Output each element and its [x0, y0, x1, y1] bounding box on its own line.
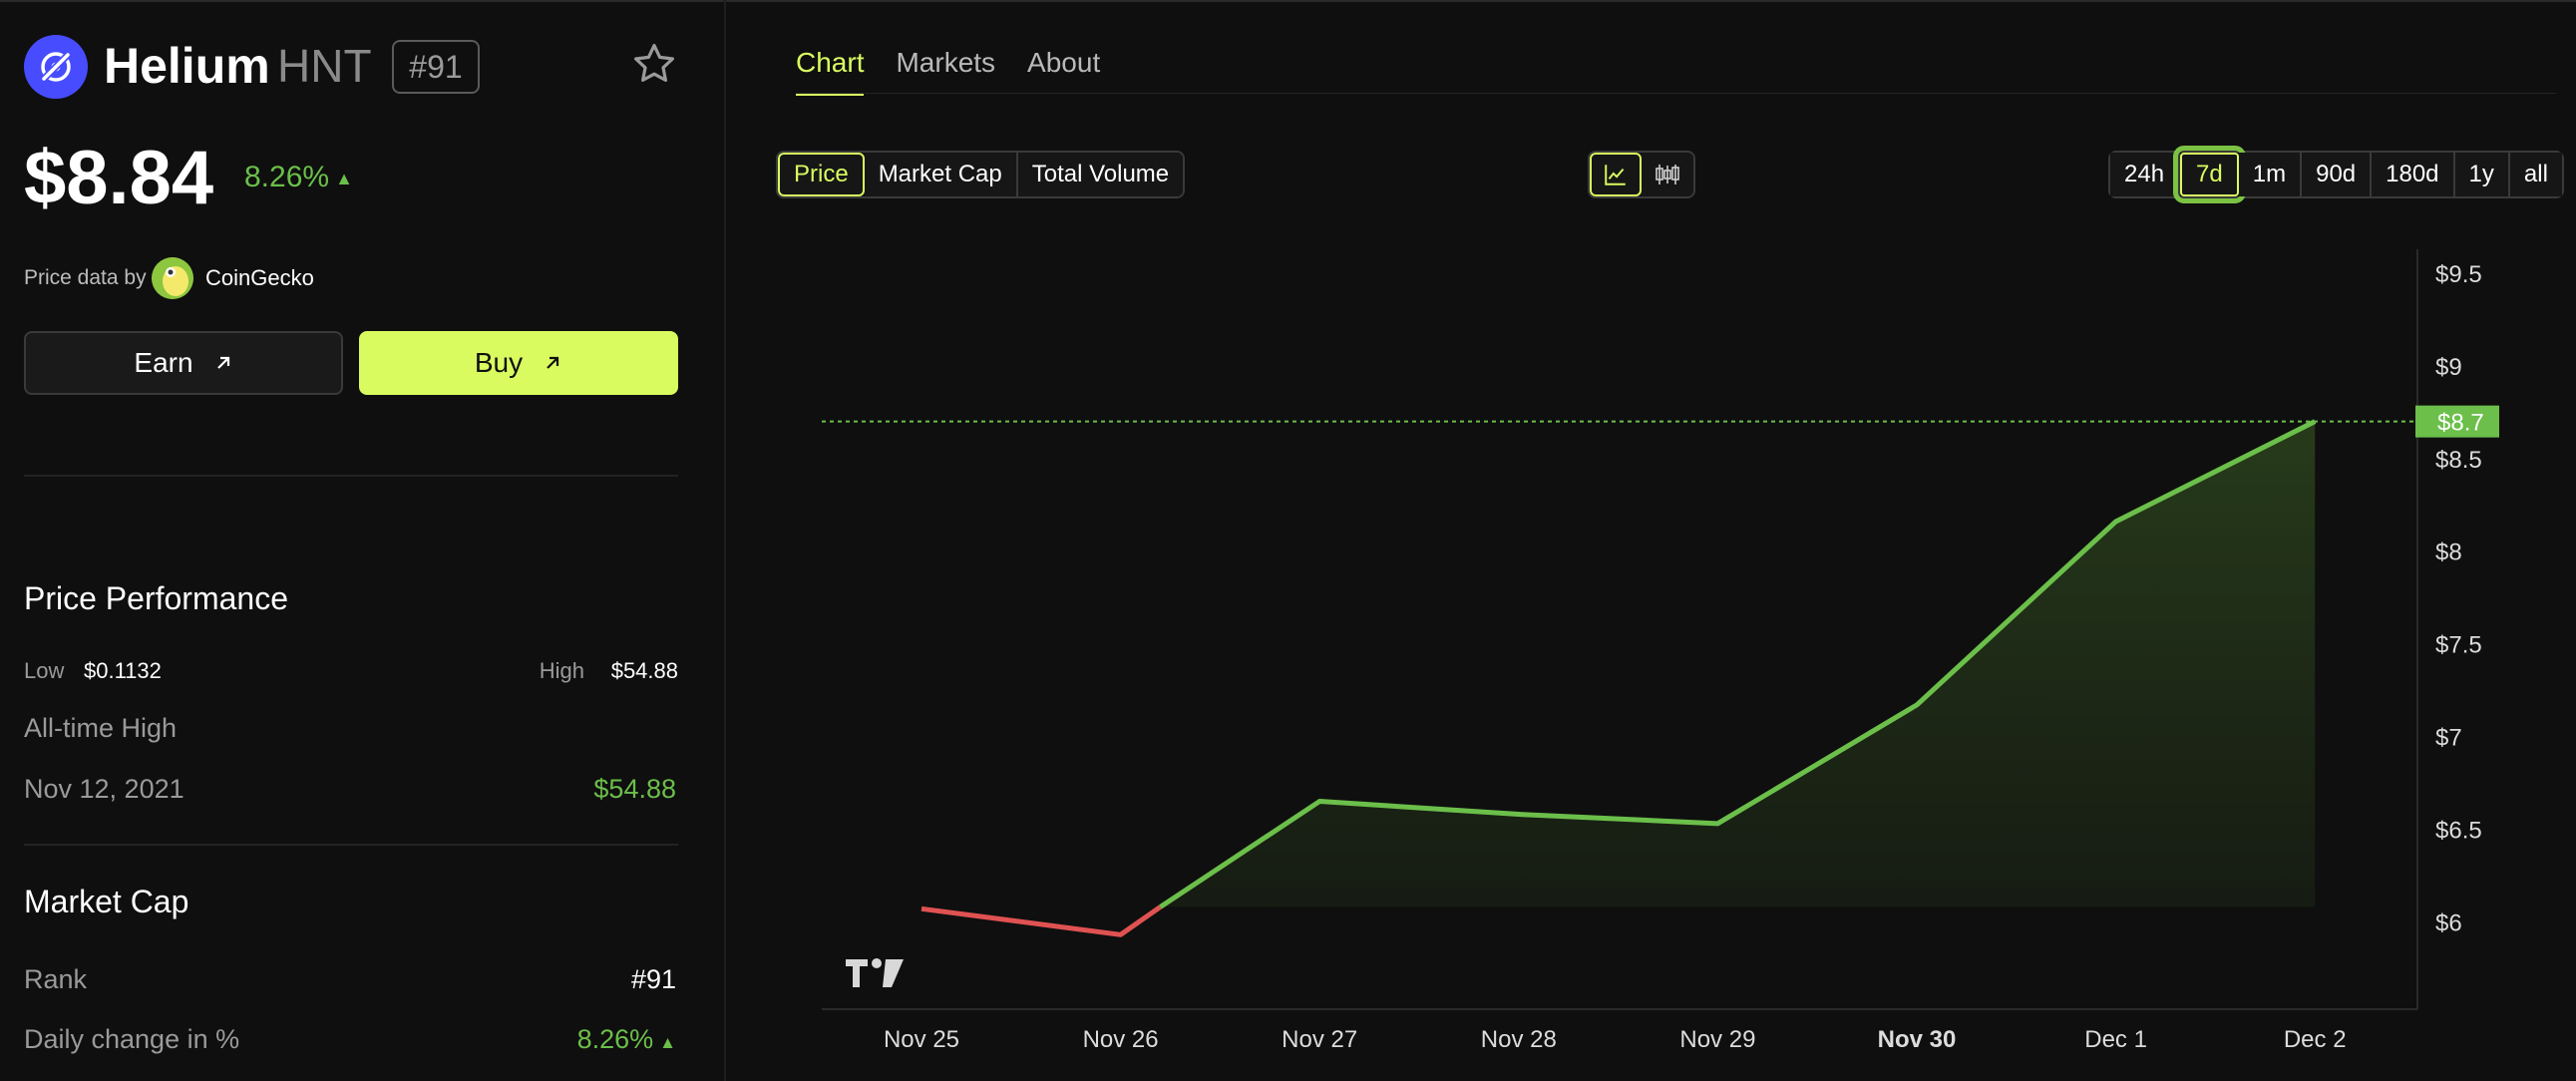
external-arrow-icon	[547, 356, 559, 369]
low-label: Low	[24, 658, 65, 683]
rank-label: Rank	[24, 964, 88, 994]
y-tick-label: $7	[2435, 725, 2462, 752]
range-1m[interactable]: 1m	[2238, 153, 2303, 196]
price-line-up	[1159, 419, 2317, 909]
tab-markets[interactable]: Markets	[896, 47, 996, 78]
earn-button-label: Earn	[134, 347, 193, 378]
x-tick-label: Nov 29	[1679, 1026, 1755, 1053]
market-cap-title: Market Cap	[24, 884, 189, 919]
helium-logo-icon	[24, 35, 88, 99]
coin-summary-panel: Helium HNT #91 $8.84 8.26% ▲ Price data b…	[0, 0, 726, 1081]
line-chart-icon[interactable]	[1590, 153, 1642, 196]
y-tick-label: $8.5	[2435, 447, 2482, 474]
daily-change-value: 8.26% ▲	[577, 1021, 676, 1061]
range-all[interactable]: all	[2509, 153, 2562, 196]
buy-button[interactable]: Buy	[359, 331, 678, 395]
tab-chart[interactable]: Chart	[796, 46, 865, 96]
price-chart[interactable]: $9.5 $9 $8.5 $8 $7.5 $7 $6.5 $6 $8.7 Nov 25 Nov 26…	[818, 249, 2576, 1081]
y-tick-label: $9	[2435, 354, 2462, 381]
metric-market-cap[interactable]: Market Cap	[864, 153, 1018, 196]
metric-selector: Price Market Cap Total Volume	[776, 151, 1186, 198]
price-area-fill	[1160, 421, 2316, 907]
divider	[24, 844, 678, 846]
y-tick-label: $6.5	[2435, 817, 2482, 844]
price-change: 8.26% ▲	[244, 158, 353, 198]
up-arrow-icon: ▲	[335, 169, 353, 189]
x-tick-label: Nov 26	[1083, 1026, 1159, 1053]
earn-button[interactable]: Earn	[24, 331, 343, 395]
tab-about[interactable]: About	[1027, 47, 1101, 78]
price-range-row: Low $0.1132 High $54.88	[24, 654, 678, 690]
time-range-selector: 24h 7d 1m 90d 180d 1y all	[2108, 146, 2564, 203]
current-price: $8.84	[24, 136, 214, 220]
up-arrow-icon: ▲	[659, 1033, 676, 1052]
range-90d[interactable]: 90d	[2302, 153, 2373, 196]
daily-change-label: Daily change in %	[24, 1024, 240, 1054]
x-tick-label: Dec 1	[2084, 1026, 2147, 1053]
daily-change-percent: 8.26%	[576, 1024, 654, 1054]
low-value: $0.1132	[84, 658, 162, 683]
ath-date: Nov 12, 2021	[24, 774, 184, 804]
ath-label: All-time High	[24, 713, 178, 743]
candlestick-icon[interactable]	[1642, 153, 1693, 196]
x-tick-label: Nov 25	[884, 1026, 959, 1053]
metric-price[interactable]: Price	[778, 153, 865, 196]
coin-symbol: HNT	[277, 40, 372, 92]
y-tick-label: $6	[2435, 909, 2462, 936]
high-value: $54.88	[610, 658, 678, 683]
chart-type-selector	[1588, 151, 1695, 198]
price-data-source[interactable]: CoinGecko	[205, 265, 314, 290]
range-7d[interactable]: 7d	[2173, 146, 2246, 203]
metric-total-volume[interactable]: Total Volume	[1017, 153, 1184, 196]
ath-value: $54.88	[593, 774, 676, 804]
range-24h[interactable]: 24h	[2110, 153, 2181, 196]
price-line-down	[920, 904, 1162, 937]
external-arrow-icon	[216, 356, 229, 369]
buy-button-label: Buy	[474, 347, 524, 378]
top-border	[0, 0, 2576, 2]
price-data-label: Price data by	[24, 266, 147, 289]
star-icon[interactable]	[630, 40, 678, 88]
y-tick-label: $9.5	[2435, 261, 2482, 288]
tabs-underline	[796, 93, 2556, 94]
y-tick-label: $8	[2435, 540, 2462, 566]
tradingview-logo-icon[interactable]	[844, 955, 906, 989]
price-performance-title: Price Performance	[24, 580, 288, 616]
rank-value: #91	[630, 964, 676, 994]
range-1y[interactable]: 1y	[2454, 153, 2510, 196]
last-price-label: $8.7	[2437, 410, 2484, 437]
last-price-badge	[2415, 405, 2499, 438]
range-180d[interactable]: 180d	[2372, 153, 2455, 196]
y-tick-label: $7.5	[2435, 632, 2482, 659]
rank-badge: #91	[392, 40, 480, 94]
divider	[24, 475, 678, 477]
coin-name: Helium	[104, 38, 270, 94]
x-tick-label: Dec 2	[2284, 1026, 2347, 1053]
coin-tabs: Chart Markets About	[796, 46, 1132, 96]
x-tick-label: Nov 28	[1481, 1026, 1557, 1053]
x-tick-label: Nov 27	[1282, 1026, 1357, 1053]
price-change-value: 8.26%	[244, 161, 330, 193]
x-tick-label: Nov 30	[1878, 1026, 1957, 1053]
high-label: High	[539, 658, 584, 683]
coingecko-logo-icon	[152, 257, 193, 299]
